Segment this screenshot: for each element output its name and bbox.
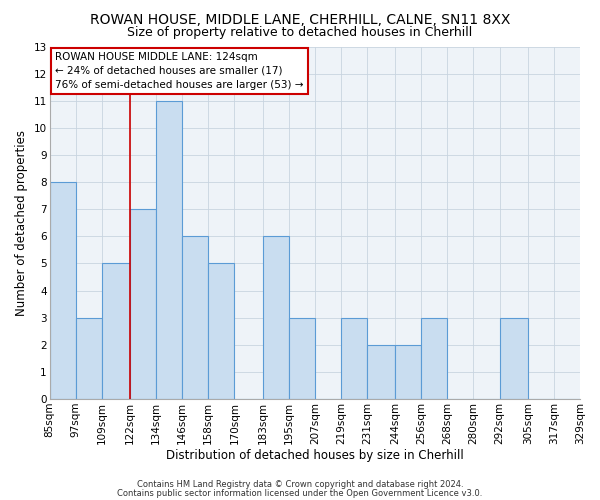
Bar [76, 318, 102, 399]
Bar [208, 264, 235, 399]
Bar [102, 264, 130, 399]
Text: ROWAN HOUSE MIDDLE LANE: 124sqm
← 24% of detached houses are smaller (17)
76% of: ROWAN HOUSE MIDDLE LANE: 124sqm ← 24% of… [55, 52, 304, 90]
Text: Size of property relative to detached houses in Cherhill: Size of property relative to detached ho… [127, 26, 473, 39]
Bar [50, 182, 76, 399]
Bar [395, 345, 421, 399]
X-axis label: Distribution of detached houses by size in Cherhill: Distribution of detached houses by size … [166, 450, 464, 462]
Bar [421, 318, 448, 399]
Y-axis label: Number of detached properties: Number of detached properties [15, 130, 28, 316]
Bar [263, 236, 289, 399]
Bar [130, 209, 156, 399]
Text: Contains public sector information licensed under the Open Government Licence v3: Contains public sector information licen… [118, 488, 482, 498]
Text: Contains HM Land Registry data © Crown copyright and database right 2024.: Contains HM Land Registry data © Crown c… [137, 480, 463, 489]
Bar [341, 318, 367, 399]
Text: ROWAN HOUSE, MIDDLE LANE, CHERHILL, CALNE, SN11 8XX: ROWAN HOUSE, MIDDLE LANE, CHERHILL, CALN… [90, 12, 510, 26]
Bar [156, 100, 182, 399]
Bar [500, 318, 528, 399]
Bar [289, 318, 315, 399]
Bar [182, 236, 208, 399]
Bar [367, 345, 395, 399]
